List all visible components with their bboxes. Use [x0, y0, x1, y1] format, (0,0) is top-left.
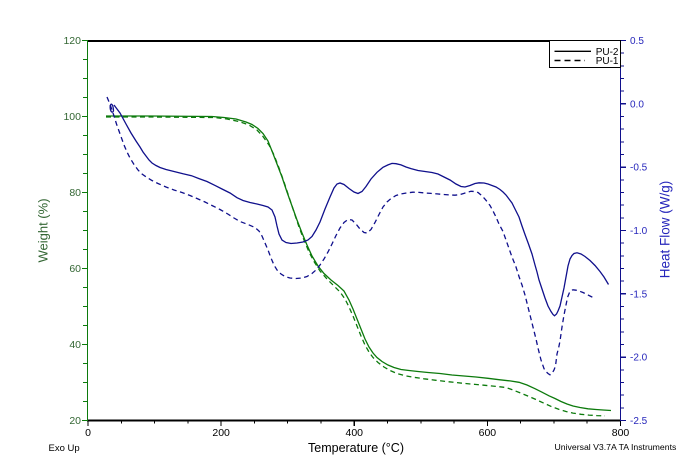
- svg-text:100: 100: [63, 111, 81, 123]
- svg-text:Weight (%): Weight (%): [35, 198, 50, 262]
- svg-text:0: 0: [85, 427, 91, 439]
- svg-text:0.0: 0.0: [630, 99, 644, 110]
- svg-text:Exo Up: Exo Up: [49, 443, 80, 454]
- svg-text:60: 60: [69, 263, 81, 275]
- svg-text:Universal V3.7A TA Instruments: Universal V3.7A TA Instruments: [555, 442, 677, 452]
- svg-text:800: 800: [612, 427, 630, 439]
- svg-text:40: 40: [69, 339, 81, 351]
- svg-text:-0.5: -0.5: [630, 163, 648, 174]
- svg-text:600: 600: [479, 427, 497, 439]
- svg-text:200: 200: [212, 427, 230, 439]
- svg-text:400: 400: [345, 427, 363, 439]
- svg-text:Heat Flow (W/g): Heat Flow (W/g): [658, 181, 673, 279]
- svg-text:80: 80: [69, 187, 81, 199]
- svg-text:Temperature (°C): Temperature (°C): [308, 441, 404, 455]
- svg-text:PU-1: PU-1: [596, 56, 619, 67]
- svg-text:20: 20: [69, 415, 81, 427]
- svg-text:-2.5: -2.5: [630, 416, 648, 427]
- svg-text:PU-2: PU-2: [596, 47, 619, 58]
- svg-text:-1.0: -1.0: [630, 226, 648, 237]
- svg-text:-2.0: -2.0: [630, 353, 648, 364]
- svg-text:120: 120: [63, 35, 81, 47]
- svg-text:0.5: 0.5: [630, 36, 644, 47]
- svg-text:-1.5: -1.5: [630, 289, 648, 300]
